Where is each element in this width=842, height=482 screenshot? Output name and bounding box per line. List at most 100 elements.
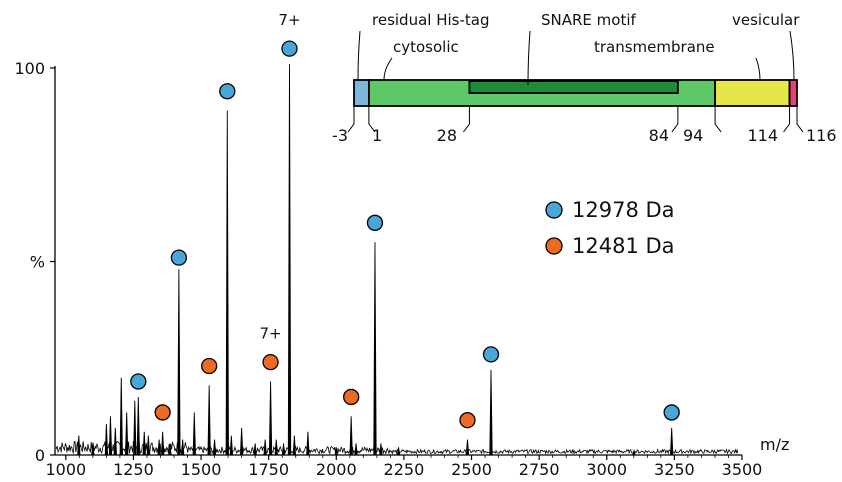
spectrum-peak (379, 443, 383, 456)
residue-tick-label: 84 (649, 126, 669, 145)
spectrum-peak (119, 377, 123, 456)
baseline-noise (55, 440, 739, 455)
marker-12978-da (170, 249, 188, 266)
spectrum-peak (77, 435, 81, 456)
spectrum-peak (292, 435, 297, 456)
marker-12481-da (262, 353, 279, 371)
charge-annotation: 7+ (278, 11, 300, 29)
spectrum-peak (253, 443, 257, 456)
spectrum-peak (142, 431, 146, 456)
spectrum-peak (465, 439, 470, 456)
domain-label: vesicular (732, 11, 800, 29)
marker-12481-da (201, 357, 218, 375)
charge-state-markers (130, 40, 680, 429)
protein-domain-map: residual His-tag cytosolic SNARE motif tran… (332, 11, 837, 145)
spectrum-peak (396, 447, 401, 456)
x-tick-label: 3500 (722, 460, 763, 479)
domain-leader-line (527, 30, 531, 86)
spectrum-peak (263, 439, 267, 456)
spectrum-peak (287, 64, 292, 456)
spectrum-peak (207, 385, 211, 456)
marker-12978-da (130, 373, 147, 390)
domain-label: cytosolic (393, 38, 459, 56)
domain-leader-line (755, 57, 761, 81)
spectrum-peak (670, 427, 674, 456)
spectrum-peak (354, 443, 358, 456)
residue-tick (368, 106, 376, 133)
spectrum-peak (373, 242, 377, 456)
residue-tick (671, 106, 679, 133)
legend-label: 12481 Da (572, 234, 675, 258)
spectrum-peak (157, 439, 161, 456)
axes: 1000 1250 1500 1750 2000 2250 2500 2750 3000 3250… (14, 59, 789, 479)
spectrum-peak (349, 416, 353, 456)
marker-12978-da (663, 404, 680, 421)
residue-tick-label: 1 (372, 126, 382, 145)
x-tick-label: 1500 (181, 460, 222, 479)
residue-tick (463, 106, 470, 133)
spectrum-peak (334, 447, 339, 456)
residue-tick (783, 106, 791, 133)
spectrum-peak (239, 427, 244, 456)
spectrum-peak (91, 443, 95, 456)
x-tick-label: 2500 (451, 460, 492, 479)
legend: 12978 Da 12481 Da (545, 198, 675, 258)
marker-12978-da (482, 346, 500, 363)
residue-tick (796, 106, 804, 133)
x-tick-label: 2750 (519, 460, 560, 479)
spectrum-trace (55, 64, 739, 456)
marker-12481-da (459, 412, 476, 429)
domain-region (353, 79, 370, 107)
residue-tick (347, 106, 355, 133)
domain-leader-line (383, 57, 393, 81)
residue-tick-label: 94 (683, 126, 703, 145)
legend-marker (545, 201, 563, 219)
domain-region (468, 80, 679, 94)
annotations: 7+ 7+ (260, 11, 301, 342)
x-tick-label: 1750 (248, 460, 289, 479)
domain-region (788, 79, 798, 107)
domain-label: transmembrane (594, 38, 715, 56)
y-axis-ticks: 0% 100 (14, 59, 55, 465)
residue-tick-label: -3 (332, 126, 348, 145)
charge-annotation: 7+ (260, 325, 282, 343)
spectrum-peak (229, 435, 234, 456)
domain-label: SNARE motif (541, 11, 637, 29)
residue-tick (714, 106, 722, 133)
spectrum-peak (133, 400, 137, 456)
spectrum-peak (180, 439, 185, 456)
spectrum-peak (108, 416, 113, 456)
legend-label: 12978 Da (572, 198, 675, 222)
domain-region (714, 79, 791, 107)
spectrum-peak (113, 427, 117, 456)
domain-label: residual His-tag (372, 11, 489, 29)
x-tick-label: 3250 (654, 460, 695, 479)
domain-leader-line (789, 30, 795, 81)
spectrum-peak (274, 439, 278, 456)
spectrum-peak (632, 449, 636, 456)
spectrum-peak (104, 424, 109, 456)
spectrum-peak (136, 396, 140, 456)
y-tick-label: 100 (14, 59, 45, 78)
spectrum-peak (192, 412, 196, 456)
spectrum-peak (160, 431, 165, 456)
x-axis-label: m/z (760, 435, 789, 454)
spectrum-peak (146, 435, 150, 456)
x-tick-label: 2250 (384, 460, 425, 479)
y-tick-label: 0 (35, 446, 45, 465)
x-tick-label: 2000 (316, 460, 357, 479)
spectrum-peak (489, 369, 493, 456)
spectrum-peak (281, 443, 286, 456)
spectrum-peak (306, 431, 310, 456)
marker-12978-da (219, 83, 236, 100)
spectrum-peak (225, 110, 229, 456)
residue-tick-label: 114 (747, 126, 778, 145)
marker-12481-da (154, 404, 171, 421)
spectrum-peak (177, 269, 181, 456)
x-tick-label: 1250 (113, 460, 154, 479)
marker-12481-da (343, 388, 360, 406)
domain-leader-line (357, 30, 361, 81)
spectrum-peak (212, 439, 217, 456)
residue-tick-label: 28 (437, 126, 457, 145)
